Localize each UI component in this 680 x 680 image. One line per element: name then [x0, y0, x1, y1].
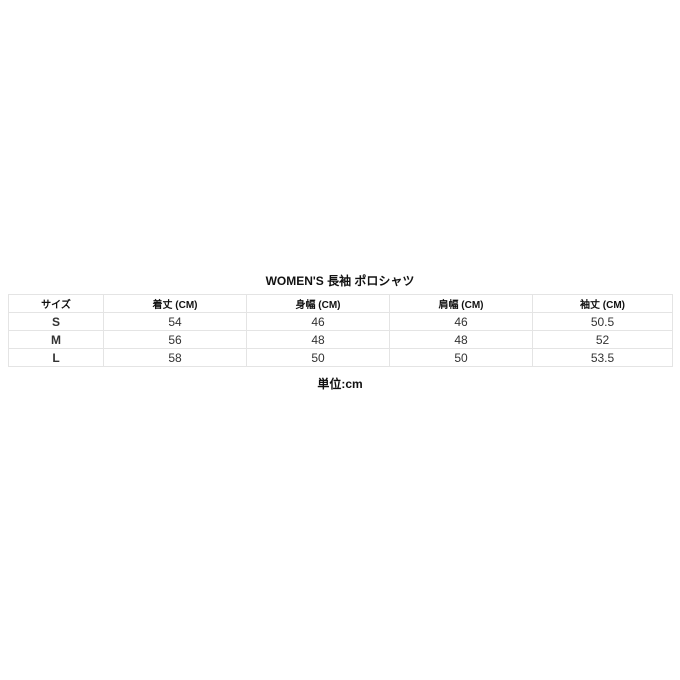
- header-length: 着丈 (CM): [103, 294, 247, 313]
- header-sleeve: 袖丈 (CM): [532, 294, 673, 313]
- table-cell: 56: [103, 330, 247, 349]
- size-cell: M: [8, 330, 104, 349]
- table-cell: 58: [103, 348, 247, 367]
- table-row: L 58 50 50 53.5: [8, 348, 673, 367]
- table-row: S 54 46 46 50.5: [8, 312, 673, 331]
- table-cell: 53.5: [532, 348, 673, 367]
- table-row: M 56 48 48 52: [8, 330, 673, 349]
- table-cell: 46: [246, 312, 390, 331]
- size-chart-title: WOMEN'S 長袖 ポロシャツ: [265, 274, 415, 288]
- header-size: サイズ: [8, 294, 104, 313]
- table-cell: 46: [389, 312, 533, 331]
- header-row: サイズ 着丈 (CM) 身幅 (CM) 肩幅 (CM) 袖丈 (CM): [8, 294, 673, 313]
- table-cell: 50.5: [532, 312, 673, 331]
- size-chart-table: サイズ 着丈 (CM) 身幅 (CM) 肩幅 (CM) 袖丈 (CM) S 54…: [8, 294, 673, 367]
- table-cell: 54: [103, 312, 247, 331]
- header-width: 身幅 (CM): [246, 294, 390, 313]
- size-cell: S: [8, 312, 104, 331]
- size-cell: L: [8, 348, 104, 367]
- table-cell: 50: [246, 348, 390, 367]
- unit-note: 単位:cm: [317, 377, 363, 391]
- table-cell: 52: [532, 330, 673, 349]
- header-shoulder: 肩幅 (CM): [389, 294, 533, 313]
- table-cell: 50: [389, 348, 533, 367]
- table-cell: 48: [246, 330, 390, 349]
- table-cell: 48: [389, 330, 533, 349]
